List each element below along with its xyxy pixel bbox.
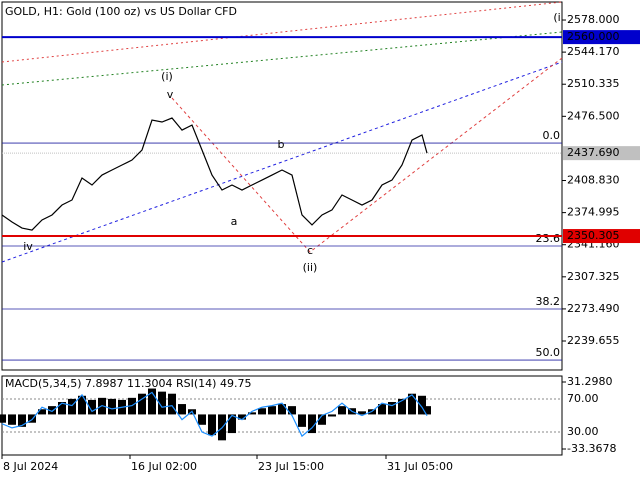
fibo-label: 50.0 (536, 346, 561, 359)
x-tick-label: 8 Jul 2024 (3, 460, 58, 473)
macd-bar (148, 388, 156, 415)
macd-bar (423, 406, 431, 415)
trend-line (1, 61, 563, 263)
macd-bar (8, 414, 16, 425)
macd-bar (108, 398, 116, 415)
chart-title: GOLD, H1: Gold (100 oz) vs US Dollar CFD (5, 5, 237, 18)
fibo-label: 0.0 (543, 129, 561, 142)
macd-bar (398, 398, 406, 415)
macd-bar (88, 399, 96, 415)
y-tick-label: 2307.325 (567, 270, 620, 283)
macd-bar (408, 393, 416, 415)
macd-bar (68, 398, 76, 415)
macd-bar (328, 414, 336, 417)
y-tick-label: 2544.170 (567, 45, 620, 58)
macd-bar (268, 406, 276, 415)
y2-tick-label: 30.00 (567, 425, 599, 438)
indicator-title: MACD(5,34,5) 7.8987 11.3004 RSI(14) 49.7… (5, 377, 251, 390)
y-tick-label: 2273.490 (567, 302, 620, 315)
macd-bar (168, 393, 176, 415)
macd-bar (378, 404, 386, 415)
y-tick-label: 2510.335 (567, 77, 620, 90)
x-tick-label: 31 Jul 05:00 (387, 460, 453, 473)
y-tick-label: 2408.830 (567, 174, 620, 187)
y-tick-label: -33.3678 (567, 442, 616, 455)
macd-bar (278, 404, 286, 415)
macd-bar (318, 414, 326, 425)
macd-bar (58, 401, 66, 415)
macd-bar (48, 406, 56, 415)
level-box (563, 229, 640, 244)
series-line (1, 391, 428, 438)
level-box (563, 30, 640, 45)
macd-bar (208, 414, 216, 436)
macd-bar (28, 414, 36, 423)
macd-bar (18, 414, 26, 427)
wave-line (171, 57, 563, 253)
macd-bar (38, 409, 46, 415)
trend-line (1, 31, 563, 86)
main-panel (1, 1, 563, 371)
macd-bar (358, 411, 366, 415)
wave-label: a (231, 215, 238, 228)
macd-bar (418, 395, 426, 415)
y2-tick-label: 70.00 (567, 392, 599, 405)
macd-bar (178, 404, 186, 415)
y-tick-label: 31.2980 (567, 375, 613, 388)
macd-bar (238, 414, 246, 420)
level-label: 2560.000 (567, 30, 620, 43)
wave-label: (i) (161, 70, 173, 83)
macd-bar (338, 406, 346, 415)
y-tick-label: 2476.500 (567, 109, 620, 122)
macd-bar (0, 414, 6, 423)
level-label: 2437.690 (567, 146, 620, 159)
macd-bar (228, 414, 236, 434)
macd-bar (198, 414, 206, 425)
macd-bar (248, 412, 256, 415)
macd-bar (258, 408, 266, 415)
level-box (563, 146, 640, 161)
macd-bar (158, 391, 166, 415)
y-tick-label: 2239.655 (567, 334, 620, 347)
series-line (1, 117, 428, 231)
wave-label: v (167, 88, 174, 101)
wave-label: b (278, 138, 285, 151)
wave-label: iv (23, 240, 33, 253)
y-tick-label: 2578.000 (567, 13, 620, 26)
macd-bar (78, 395, 86, 415)
macd-bar (298, 414, 306, 427)
level-label: 2350.305 (567, 229, 620, 242)
fibo-label: 23.6 (536, 232, 561, 245)
macd-bar (308, 414, 316, 434)
macd-bar (138, 393, 146, 415)
trend-line (1, 1, 563, 63)
macd-bar (388, 401, 396, 415)
wave-label: c (307, 244, 313, 257)
x-tick-label: 23 Jul 15:00 (258, 460, 324, 473)
wave-label: (ii) (303, 261, 318, 274)
x-tick-label: 16 Jul 02:00 (131, 460, 197, 473)
wave-label: (i (553, 11, 560, 24)
macd-bar (288, 406, 296, 415)
y-tick-label: 2374.995 (567, 206, 620, 219)
fibo-label: 38.2 (536, 295, 561, 308)
